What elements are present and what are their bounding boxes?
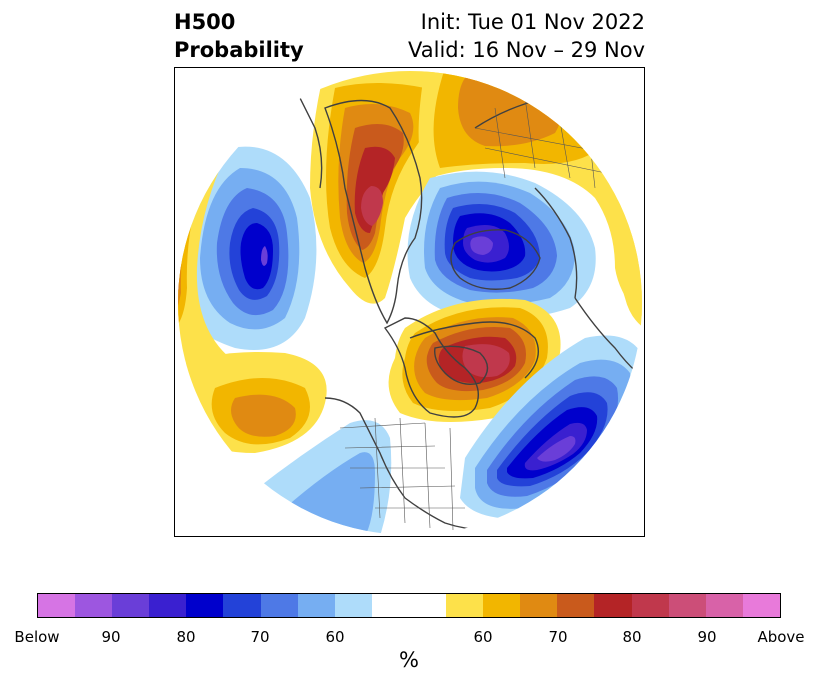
colorbar-above-swatch	[631, 594, 669, 617]
colorbar-above-swatch	[520, 594, 558, 617]
arctic-below-anomaly	[407, 171, 596, 320]
title-right: Init: Tue 01 Nov 2022 Valid: 16 Nov – 29…	[408, 8, 645, 64]
colorbar-tick-label: 70	[250, 628, 270, 646]
colorbar-above-swatch	[594, 594, 632, 617]
colorbar-below-swatch	[223, 594, 261, 617]
colorbar-below-swatch	[334, 594, 372, 617]
colorbar-below-swatch	[297, 594, 335, 617]
colorbar-below-swatch	[186, 594, 224, 617]
colorbar-tick-label: 60	[325, 628, 345, 646]
colorbar-neutral-swatch	[371, 594, 447, 617]
colorbar-above-swatch	[705, 594, 743, 617]
colorbar-below-swatch	[149, 594, 187, 617]
colorbar-tick-label: 60	[473, 628, 493, 646]
colorbar-tick-label: 70	[548, 628, 568, 646]
colorbar-tick-label: 80	[176, 628, 196, 646]
colorbar-above-swatch	[483, 594, 521, 617]
colorbar-above-swatch	[446, 594, 484, 617]
colorbar-above-swatch	[557, 594, 595, 617]
colorbar	[37, 593, 781, 618]
map-panel	[174, 67, 645, 537]
colorbar-above-swatch	[742, 594, 780, 617]
title-left: H500 Probability	[174, 8, 304, 64]
title-variable: H500	[174, 10, 236, 34]
colorbar-tick-label: Above	[757, 628, 805, 646]
title-metric: Probability	[174, 38, 304, 62]
colorbar-tick-label: Below	[14, 628, 60, 646]
colorbar-tick-label: 90	[697, 628, 717, 646]
init-date: Init: Tue 01 Nov 2022	[420, 10, 645, 34]
colorbar-tick-label: 90	[101, 628, 121, 646]
probability-map	[175, 68, 644, 536]
colorbar-below-swatch	[38, 594, 76, 617]
pacific-below-anomaly	[178, 146, 317, 350]
colorbar-above-swatch	[668, 594, 706, 617]
colorbar-below-swatch	[260, 594, 298, 617]
colorbar-tick-label: 80	[622, 628, 642, 646]
colorbar-unit-label: %	[399, 648, 419, 672]
colorbar-below-swatch	[112, 594, 150, 617]
colorbar-below-swatch	[75, 594, 113, 617]
valid-period: Valid: 16 Nov – 29 Nov	[408, 38, 645, 62]
